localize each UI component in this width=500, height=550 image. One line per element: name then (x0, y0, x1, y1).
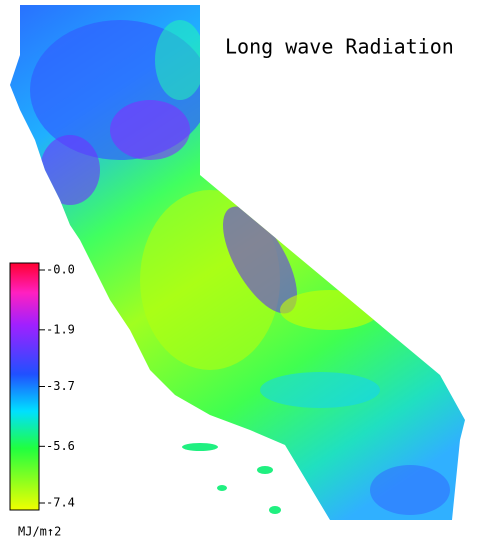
colorbar-ticks: -0.0 -1.9 -3.7 -5.6 -7.4 (39, 263, 75, 510)
map-title: Long wave Radiation (225, 35, 454, 59)
tick-label: -1.9 (46, 322, 75, 336)
colorbar (9, 262, 40, 511)
tick-label: -5.6 (46, 439, 75, 453)
channel-islands (182, 443, 281, 514)
colorbar-unit: MJ/m↑2 (18, 525, 61, 539)
tick-label: -3.7 (46, 379, 75, 393)
tick-label: -0.0 (46, 263, 75, 277)
tick-label: -7.4 (46, 496, 75, 510)
